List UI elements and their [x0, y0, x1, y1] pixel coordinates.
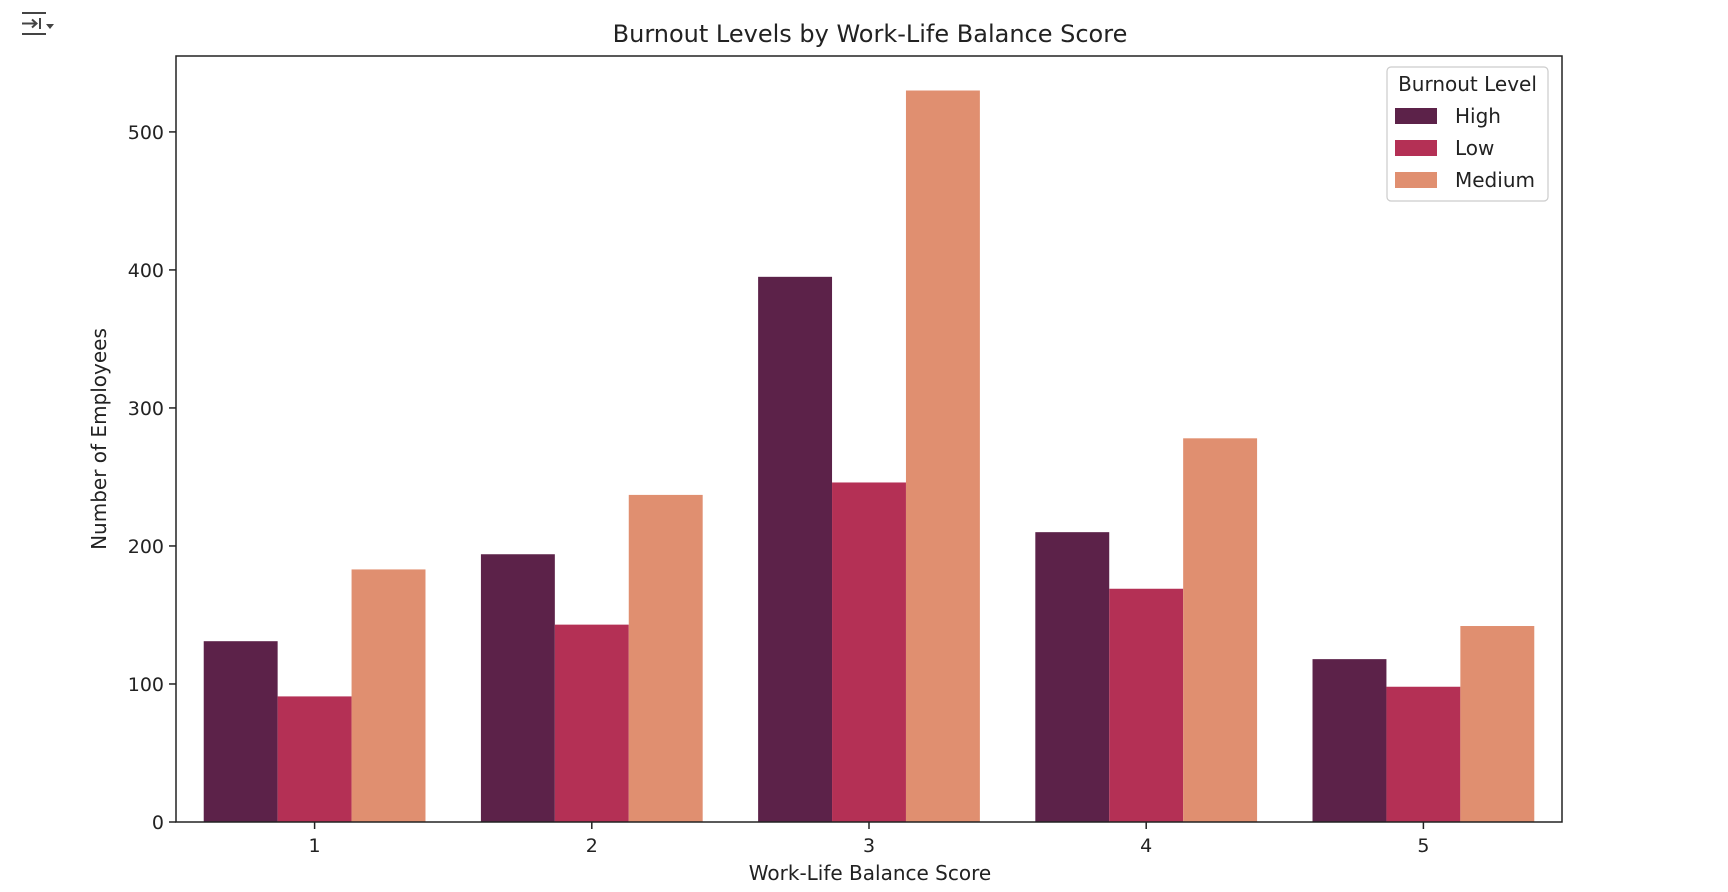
y-tick-label: 400	[128, 260, 164, 282]
bar-low-4	[1109, 588, 1184, 822]
x-axis-label: Work-Life Balance Score	[749, 861, 991, 885]
legend-label-medium: Medium	[1455, 168, 1535, 192]
bar-low-3	[832, 482, 906, 822]
legend-label-low: Low	[1455, 136, 1494, 160]
legend-title: Burnout Level	[1398, 72, 1537, 96]
y-axis-label: Number of Employees	[87, 328, 111, 550]
y-axis: 0 100 200 300 400 500	[128, 122, 176, 834]
bar-high-1	[203, 641, 278, 822]
chart-title: Burnout Levels by Work-Life Balance Scor…	[613, 20, 1128, 48]
x-tick-label: 5	[1417, 835, 1429, 857]
x-tick-label: 2	[586, 835, 598, 857]
bars-group	[203, 90, 1535, 822]
bar-high-3	[758, 276, 833, 822]
legend-swatch-high	[1395, 108, 1437, 124]
x-axis: 1 2 3 4 5	[309, 822, 1429, 857]
bar-high-5	[1312, 659, 1387, 822]
plot-frame	[175, 55, 1563, 823]
bar-medium-3	[905, 90, 980, 822]
legend-box	[1386, 66, 1549, 202]
bar-low-5	[1386, 686, 1461, 822]
legend-items: High Low Medium	[1395, 104, 1535, 192]
bar-high-4	[1035, 532, 1110, 822]
x-tick-label: 3	[863, 835, 875, 857]
bar-medium-5	[1460, 626, 1535, 822]
y-tick-label: 100	[128, 674, 164, 696]
bar-high-2	[480, 554, 555, 822]
output-collapse-icon[interactable]	[18, 8, 54, 40]
bar-medium-1	[351, 569, 426, 822]
y-tick-label: 0	[152, 812, 164, 834]
y-tick-label: 300	[128, 398, 164, 420]
legend-label-high: High	[1455, 104, 1501, 128]
y-tick-label: 500	[128, 122, 164, 144]
x-tick-label: 4	[1140, 835, 1152, 857]
legend-swatch-medium	[1395, 172, 1437, 188]
legend: Burnout Level High Low Medium	[1386, 66, 1549, 202]
legend-swatch-low	[1395, 140, 1437, 156]
bar-low-1	[277, 696, 352, 822]
bar-medium-2	[628, 494, 703, 822]
bar-low-2	[554, 624, 629, 822]
y-tick-label: 200	[128, 536, 164, 558]
x-tick-label: 1	[309, 835, 321, 857]
bar-medium-4	[1183, 438, 1258, 822]
